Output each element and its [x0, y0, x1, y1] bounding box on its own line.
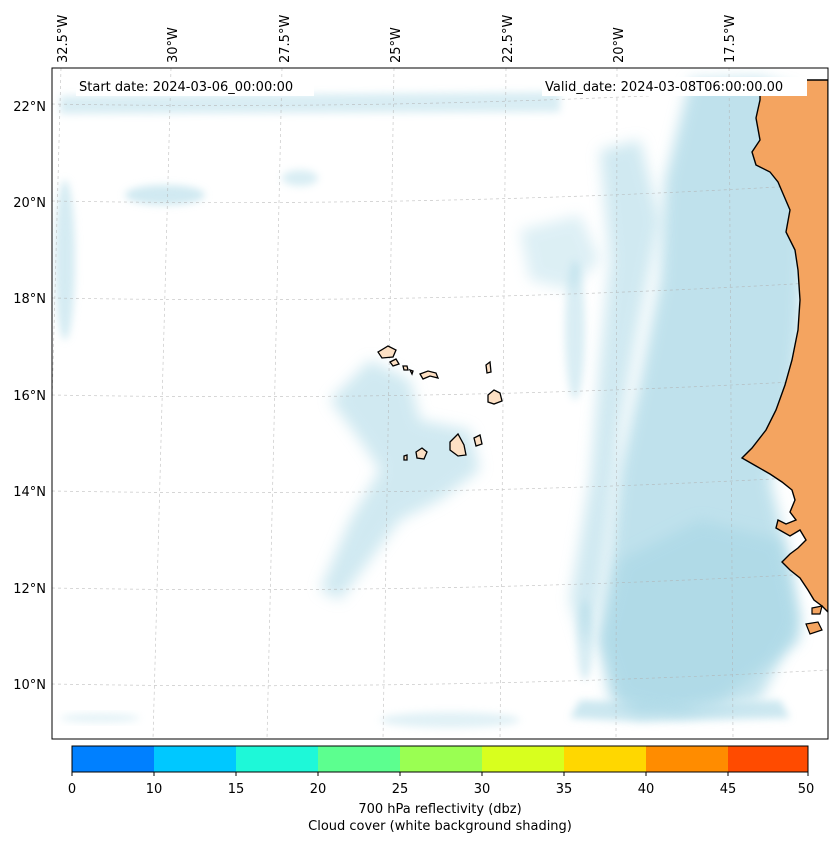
start-date-box — [76, 77, 314, 96]
colorbar-swatch-4 — [400, 746, 482, 772]
lon-label-27-5w: 27.5°W — [278, 15, 293, 63]
colorbar-swatch-1 — [154, 746, 236, 772]
valid-date-box — [542, 77, 807, 96]
lon-label-25w: 25°W — [389, 27, 404, 63]
cloud-cover-shading — [55, 78, 805, 728]
colorbar-tick-40: 40 — [638, 782, 655, 797]
start-date-label: Start date: 2024-03-06_00:00:00 — [79, 80, 293, 95]
colorbar-title: 700 hPa reflectivity (dbz) — [358, 802, 521, 817]
valid-date-label: Valid_date: 2024-03-08T06:00:00.00 — [545, 80, 783, 95]
bissagos-islands — [805, 605, 823, 635]
colorbar-swatch-8 — [728, 746, 808, 772]
colorbar-tick-15: 15 — [228, 782, 245, 797]
longitude-labels: 32.5°W 30°W 27.5°W 25°W 22.5°W 20°W 17.5… — [56, 15, 738, 63]
mainland-africa — [740, 79, 828, 613]
lat-label-14n: 14°N — [13, 485, 46, 500]
lon-label-30w: 30°W — [166, 27, 181, 63]
colorbar-tick-50: 50 — [798, 782, 815, 797]
lat-label-22n: 22°N — [13, 100, 46, 115]
colorbar-tick-10: 10 — [146, 782, 163, 797]
lat-label-16n: 16°N — [13, 389, 46, 404]
graticule-grid — [52, 68, 828, 739]
lat-label-20n: 20°N — [13, 196, 46, 211]
colorbar-tick-20: 20 — [310, 782, 327, 797]
colorbar-swatch-7 — [646, 746, 728, 772]
colorbar-frame — [71, 745, 809, 773]
latitude-labels: 22°N 20°N 18°N 16°N 14°N 12°N 10°N — [13, 100, 46, 693]
colorbar-subtitle: Cloud cover (white background shading) — [308, 819, 572, 834]
colorbar-swatch-6 — [564, 746, 646, 772]
lon-label-20w: 20°W — [612, 27, 627, 63]
reflectivity-colorbar: 0 10 15 20 25 30 35 40 45 50 700 hPa ref… — [68, 745, 815, 834]
colorbar-tick-30: 30 — [474, 782, 491, 797]
colorbar-tick-45: 45 — [720, 782, 737, 797]
colorbar-swatch-2 — [236, 746, 318, 772]
colorbar-swatch-0 — [72, 746, 154, 772]
colorbar-tick-25: 25 — [392, 782, 409, 797]
lat-label-12n: 12°N — [13, 582, 46, 597]
lon-label-22-5w: 22.5°W — [501, 15, 516, 63]
lon-label-17-5w: 17.5°W — [723, 15, 738, 63]
lat-label-10n: 10°N — [13, 678, 46, 693]
lon-label-32-5w: 32.5°W — [56, 15, 71, 63]
lat-label-18n: 18°N — [13, 292, 46, 307]
colorbar-swatch-3 — [318, 746, 400, 772]
cape-verde-islands — [377, 345, 503, 461]
colorbar-swatch-5 — [482, 746, 564, 772]
colorbar-ticks — [71, 772, 809, 776]
colorbar-tick-0: 0 — [68, 782, 76, 797]
map-frame — [51, 67, 829, 740]
colorbar-tick-35: 35 — [556, 782, 573, 797]
